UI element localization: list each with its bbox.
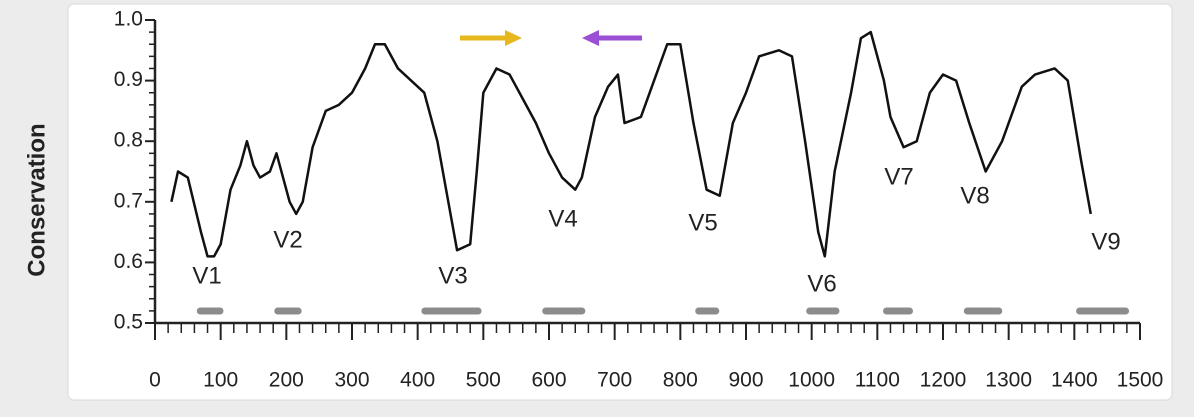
x-tick-label: 200 [269, 369, 304, 392]
x-tick-label: 800 [663, 369, 698, 392]
x-tick-label: 1000 [788, 369, 835, 392]
x-tick-label: 1100 [855, 369, 900, 392]
arrow-left [582, 30, 642, 46]
region-label: V9 [1091, 228, 1120, 255]
x-tick-label: 1400 [1051, 369, 1098, 392]
y-tick-label: 0.8 [114, 129, 143, 152]
x-tick-label: 1300 [985, 369, 1032, 392]
x-tick-label: 100 [203, 369, 238, 392]
region-label: V6 [807, 270, 836, 297]
x-tick-label: 900 [728, 369, 763, 392]
region-label: V2 [273, 226, 302, 253]
x-tick-label: 500 [466, 369, 501, 392]
x-tick-label: 1500 [1117, 369, 1164, 392]
x-tick-label: 600 [531, 369, 566, 392]
region-label: V4 [548, 205, 577, 232]
y-axis-label: Conservation [23, 123, 50, 276]
arrow-right [460, 30, 522, 46]
y-tick-label: 0.6 [114, 250, 143, 273]
x-tick-label: 400 [400, 369, 435, 392]
conservation-line [170, 30, 1092, 258]
y-tick-label: 0.5 [114, 311, 143, 334]
y-tick-label: 1.0 [114, 8, 143, 31]
region-label: V5 [688, 209, 717, 236]
y-tick-label: 0.7 [114, 189, 143, 212]
x-tick-label: 300 [334, 369, 369, 392]
x-tick-label: 0 [149, 369, 161, 392]
region-label: V7 [884, 163, 913, 190]
panel [67, 3, 1173, 401]
region-label: V3 [438, 262, 467, 289]
y-tick-label: 0.9 [114, 68, 143, 91]
x-tick-label: 1200 [920, 369, 967, 392]
x-tick-label: 700 [597, 369, 632, 392]
region-label: V8 [960, 182, 989, 209]
region-label: V1 [192, 262, 221, 289]
